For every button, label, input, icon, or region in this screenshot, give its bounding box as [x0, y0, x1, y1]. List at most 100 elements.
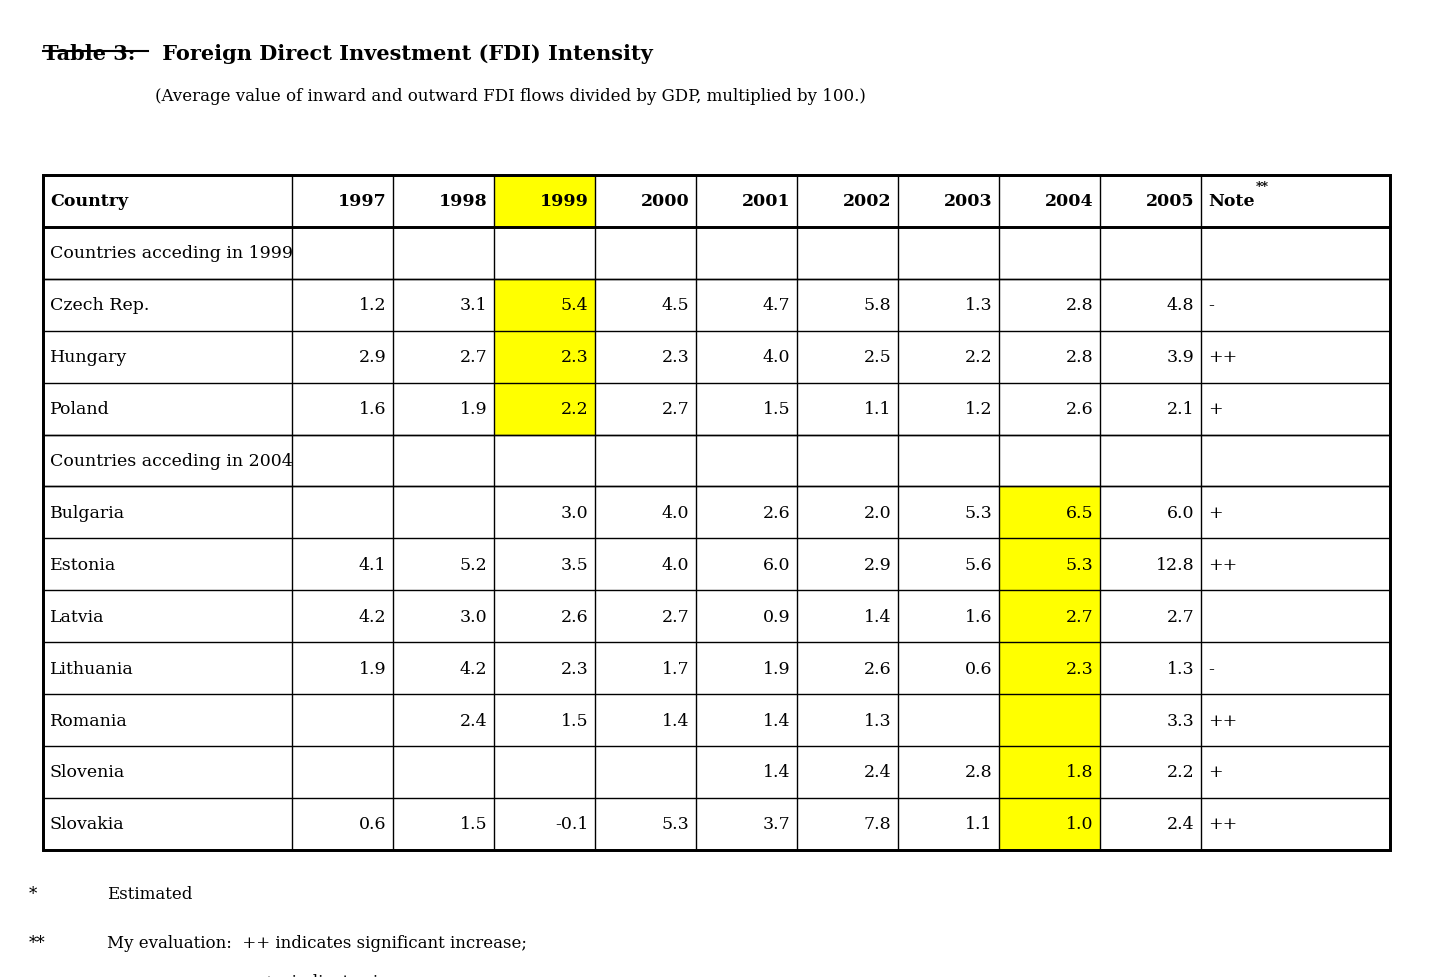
Text: -: -: [1208, 297, 1214, 314]
Text: 1.3: 1.3: [1166, 660, 1195, 677]
Text: 2.0: 2.0: [864, 504, 891, 522]
Text: 1.6: 1.6: [358, 401, 387, 418]
Text: Note: Note: [1208, 193, 1255, 210]
Text: 4.1: 4.1: [358, 556, 387, 573]
Text: 4.5: 4.5: [662, 297, 689, 314]
Text: 1.3: 1.3: [964, 297, 993, 314]
Text: 2.2: 2.2: [560, 401, 589, 418]
Text: 1.5: 1.5: [460, 816, 487, 832]
Text: 0.6: 0.6: [358, 816, 387, 832]
Text: -: -: [1208, 660, 1214, 677]
Text: 1.9: 1.9: [460, 401, 487, 418]
Text: 2.8: 2.8: [964, 764, 993, 781]
Text: 2.5: 2.5: [864, 349, 891, 365]
Text: 1.5: 1.5: [560, 712, 589, 729]
Text: 2000: 2000: [641, 193, 689, 210]
Text: +: +: [1208, 764, 1222, 781]
Text: 1.1: 1.1: [864, 401, 891, 418]
Text: 1.9: 1.9: [762, 660, 791, 677]
Text: 3.1: 3.1: [460, 297, 487, 314]
Text: ++: ++: [1208, 349, 1238, 365]
Text: 2.4: 2.4: [460, 712, 487, 729]
Text: 6.0: 6.0: [762, 556, 791, 573]
Text: My evaluation:  ++ indicates significant increase;: My evaluation: ++ indicates significant …: [107, 934, 527, 952]
Text: Bulgaria: Bulgaria: [50, 504, 125, 522]
Text: 1.1: 1.1: [964, 816, 993, 832]
Text: Latvia: Latvia: [50, 608, 105, 625]
Text: Poland: Poland: [50, 401, 110, 418]
Text: 2.7: 2.7: [662, 608, 689, 625]
Text: 4.0: 4.0: [662, 504, 689, 522]
Text: 2.7: 2.7: [662, 401, 689, 418]
Text: ++: ++: [1208, 712, 1238, 729]
Text: 2.1: 2.1: [1166, 401, 1195, 418]
Text: 3.5: 3.5: [560, 556, 589, 573]
Text: 2.7: 2.7: [1066, 608, 1093, 625]
Text: **: **: [29, 934, 46, 952]
Text: 2002: 2002: [843, 193, 891, 210]
Text: 2.2: 2.2: [964, 349, 993, 365]
Text: 2.4: 2.4: [1166, 816, 1195, 832]
Text: Czech Rep.: Czech Rep.: [50, 297, 149, 314]
Bar: [494, 331, 595, 383]
Text: 1.4: 1.4: [864, 608, 891, 625]
Text: 1998: 1998: [438, 193, 487, 210]
Text: +: +: [1208, 401, 1222, 418]
Text: 2.8: 2.8: [1066, 349, 1093, 365]
Text: 1.7: 1.7: [662, 660, 689, 677]
Text: +   indicates increase;: + indicates increase;: [262, 972, 450, 977]
Text: 2.4: 2.4: [864, 764, 891, 781]
Text: 2004: 2004: [1045, 193, 1093, 210]
Text: 2.3: 2.3: [662, 349, 689, 365]
Text: 1.4: 1.4: [662, 712, 689, 729]
Text: 3.0: 3.0: [560, 504, 589, 522]
Text: Foreign Direct Investment (FDI) Intensity: Foreign Direct Investment (FDI) Intensit…: [155, 44, 653, 64]
Text: (Average value of inward and outward FDI flows divided by GDP, multiplied by 100: (Average value of inward and outward FDI…: [155, 88, 866, 105]
Bar: [999, 591, 1101, 643]
Text: Table 3:: Table 3:: [43, 44, 135, 64]
Text: 2003: 2003: [944, 193, 993, 210]
Text: 6.0: 6.0: [1166, 504, 1195, 522]
Bar: [43, 176, 1390, 850]
Text: 4.0: 4.0: [762, 349, 791, 365]
Text: Slovakia: Slovakia: [50, 816, 125, 832]
Text: Hungary: Hungary: [50, 349, 128, 365]
Text: 1.3: 1.3: [864, 712, 891, 729]
Text: 3.3: 3.3: [1166, 712, 1195, 729]
Text: 2.3: 2.3: [1066, 660, 1093, 677]
Text: 6.5: 6.5: [1066, 504, 1093, 522]
Text: 4.8: 4.8: [1166, 297, 1195, 314]
Bar: [43, 176, 1390, 850]
Bar: [999, 695, 1101, 746]
Text: Countries acceding in 1999: Countries acceding in 1999: [50, 245, 292, 262]
Text: 4.2: 4.2: [460, 660, 487, 677]
Text: 3.9: 3.9: [1166, 349, 1195, 365]
Bar: [292, 228, 1390, 279]
Text: 1.4: 1.4: [762, 764, 791, 781]
Text: 3.7: 3.7: [762, 816, 791, 832]
Bar: [999, 746, 1101, 798]
Text: 2.9: 2.9: [358, 349, 387, 365]
Text: 5.2: 5.2: [460, 556, 487, 573]
Text: 1.9: 1.9: [358, 660, 387, 677]
Text: 1.5: 1.5: [762, 401, 791, 418]
Text: Romania: Romania: [50, 712, 128, 729]
Text: +: +: [1208, 504, 1222, 522]
Text: *: *: [29, 885, 37, 902]
Text: 0.6: 0.6: [964, 660, 993, 677]
Text: 1.0: 1.0: [1066, 816, 1093, 832]
Text: Estimated: Estimated: [107, 885, 193, 902]
Text: 2.2: 2.2: [1166, 764, 1195, 781]
Text: Country: Country: [50, 193, 128, 210]
Text: 1.2: 1.2: [358, 297, 387, 314]
Text: 1.8: 1.8: [1066, 764, 1093, 781]
Text: 1.6: 1.6: [964, 608, 993, 625]
Text: -0.1: -0.1: [555, 816, 589, 832]
Text: 4.7: 4.7: [762, 297, 791, 314]
Text: 2.8: 2.8: [1066, 297, 1093, 314]
Text: 2.3: 2.3: [560, 349, 589, 365]
Text: Estonia: Estonia: [50, 556, 116, 573]
Text: 2001: 2001: [742, 193, 791, 210]
Text: 1999: 1999: [539, 193, 589, 210]
Text: 5.3: 5.3: [662, 816, 689, 832]
